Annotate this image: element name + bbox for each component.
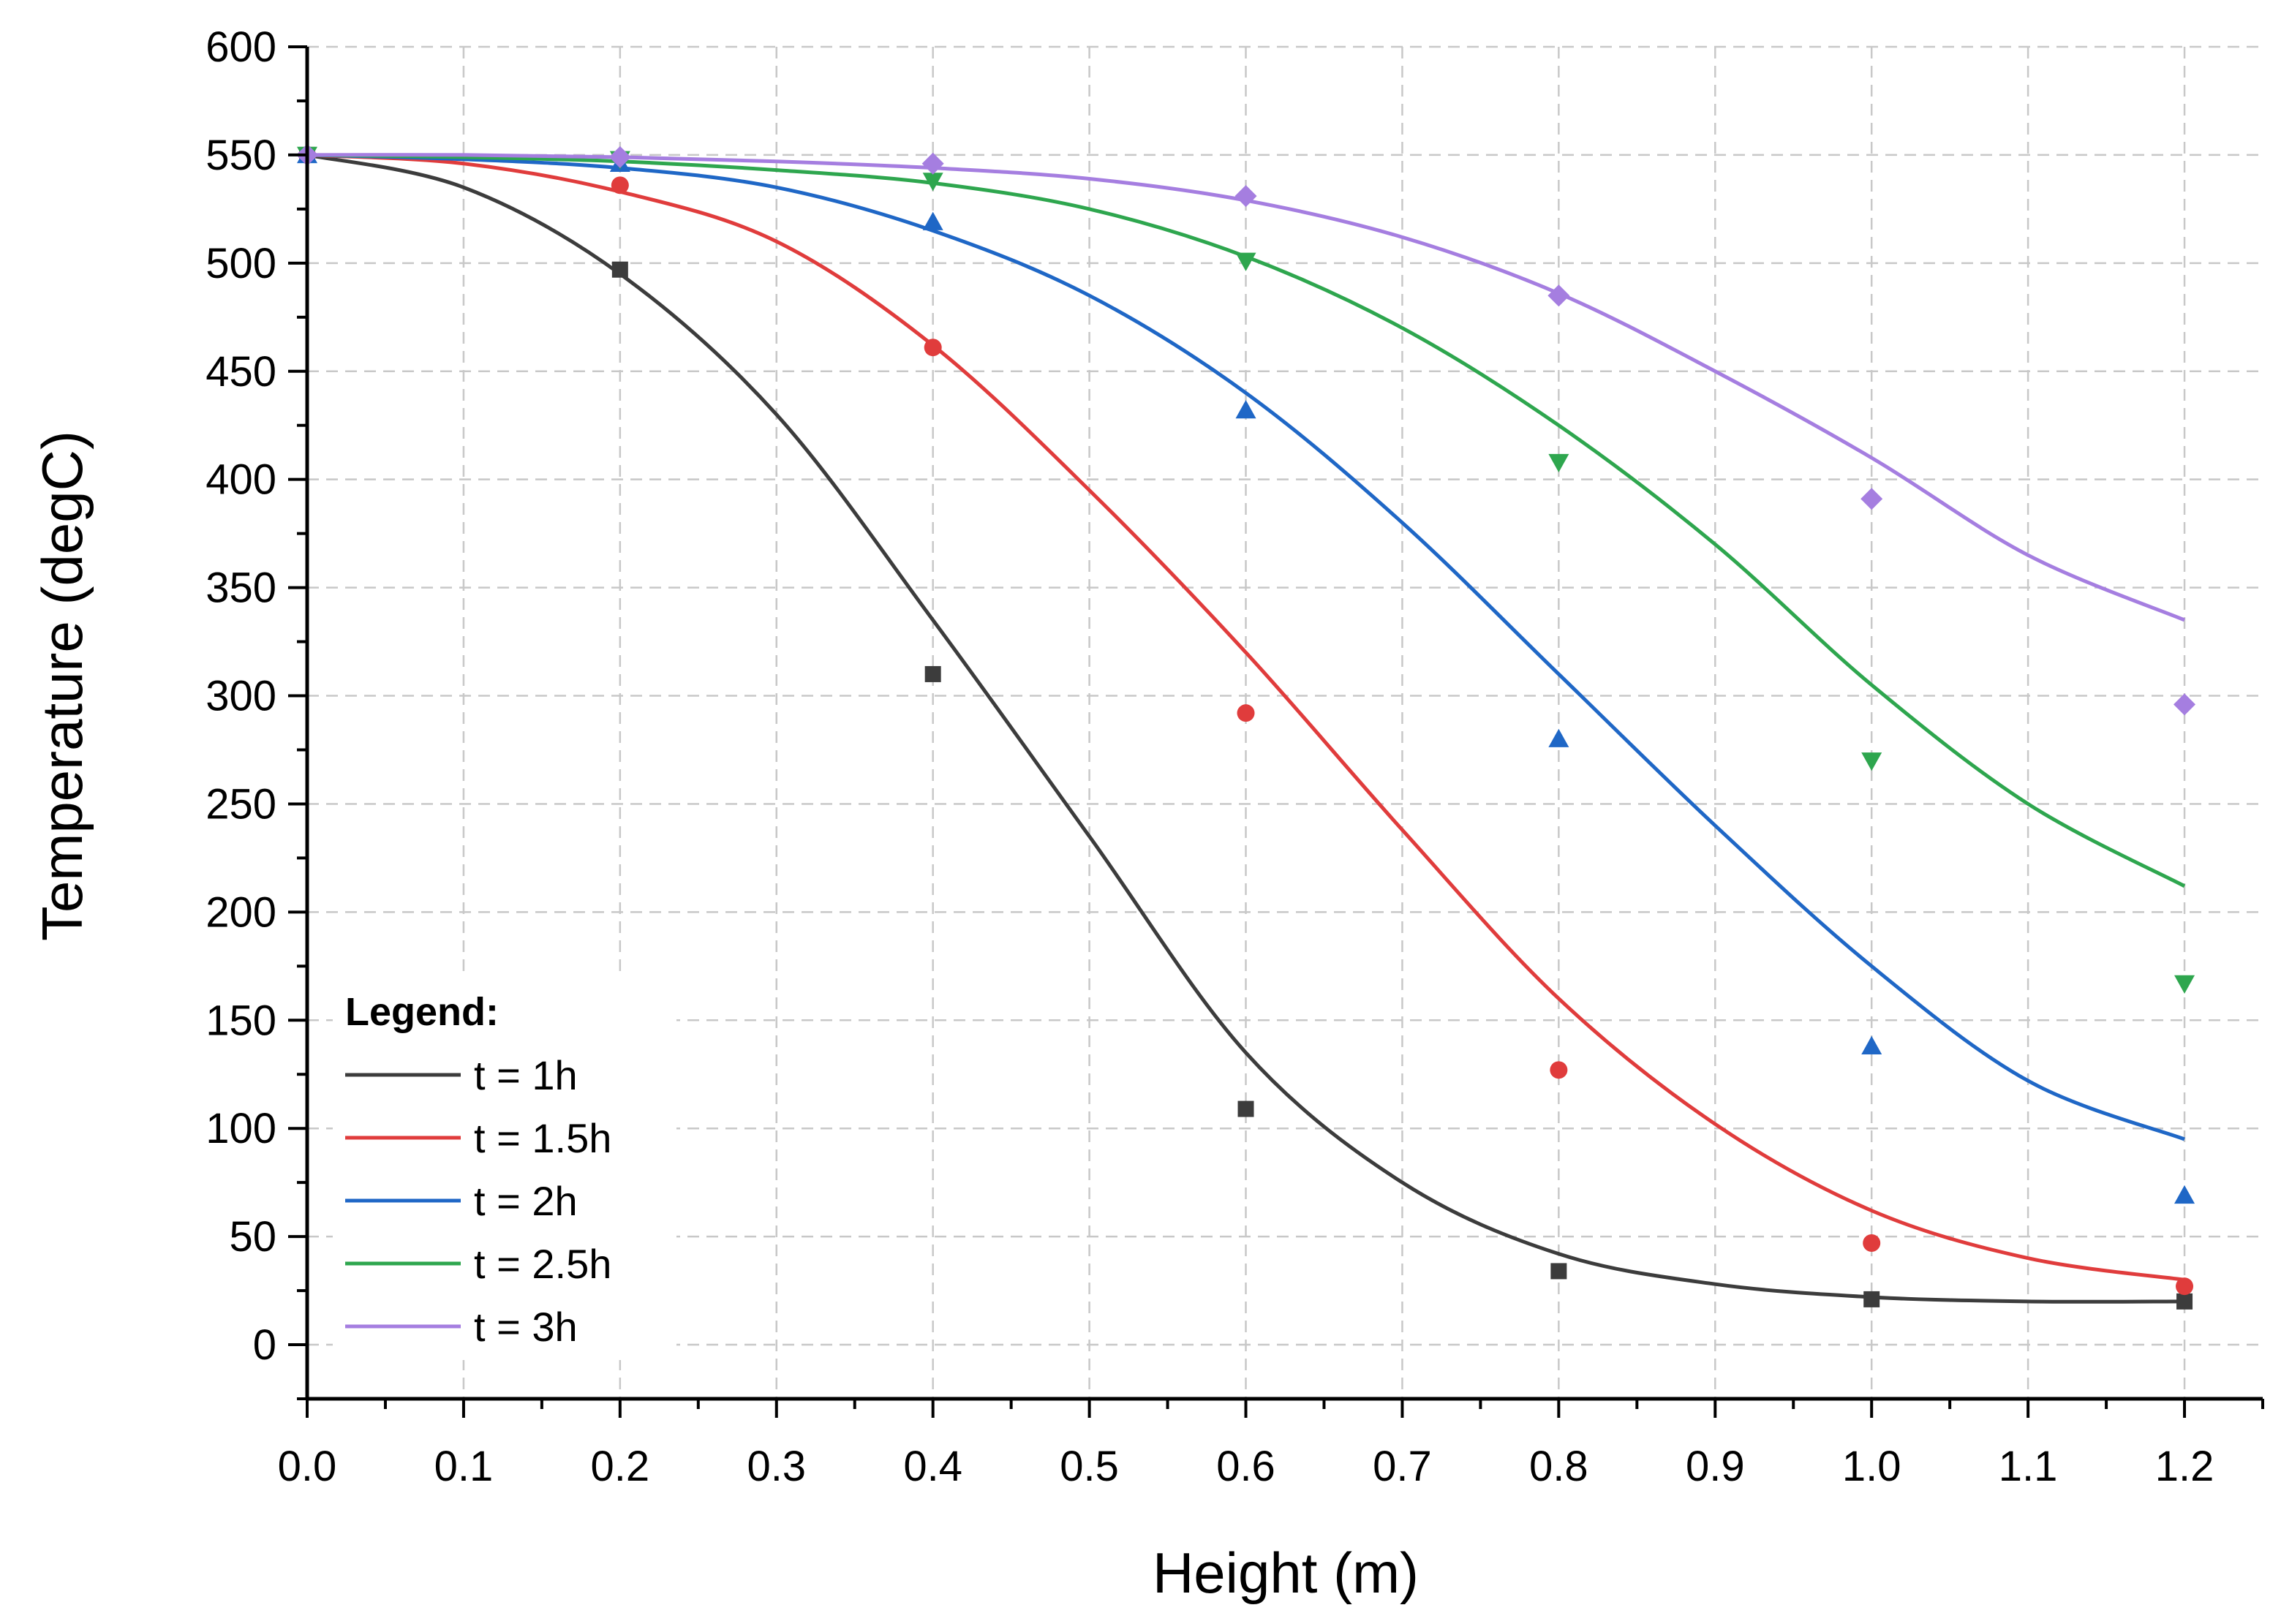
- data-point-series-1: [1237, 1100, 1254, 1117]
- data-point-series-5: [2173, 693, 2196, 716]
- x-tick-label: 1.0: [1842, 1443, 1901, 1490]
- y-tick-label: 350: [206, 564, 276, 612]
- data-point-series-2: [1237, 704, 1255, 722]
- x-tick-label: 0.3: [747, 1443, 806, 1490]
- legend-label-3: t = 2h: [474, 1178, 578, 1224]
- data-point-series-1: [611, 261, 628, 278]
- data-point-series-2: [1550, 1061, 1568, 1079]
- x-tick-label: 1.2: [2155, 1443, 2214, 1490]
- data-point-series-1: [2176, 1293, 2193, 1310]
- y-tick-label: 400: [206, 456, 276, 504]
- x-axis-title: Height (m): [1153, 1541, 1419, 1605]
- x-tick-label: 0.0: [278, 1443, 337, 1490]
- data-point-series-5: [921, 152, 944, 175]
- y-tick-label: 200: [206, 888, 276, 936]
- y-tick-label: 0: [253, 1321, 276, 1369]
- series-curve-3: [306, 153, 2185, 1141]
- data-point-series-5: [1860, 488, 1883, 510]
- data-point-series-1: [924, 665, 941, 682]
- data-point-series-2: [2176, 1277, 2194, 1296]
- data-point-series-2: [1863, 1234, 1881, 1252]
- data-point-series-3: [1861, 1035, 1882, 1054]
- y-tick-label: 550: [206, 132, 276, 179]
- data-point-series-5: [1234, 185, 1257, 208]
- data-point-series-3: [922, 211, 943, 230]
- data-point-series-2: [611, 176, 629, 194]
- x-tick-label: 0.9: [1686, 1443, 1745, 1490]
- x-tick-label: 0.7: [1373, 1443, 1432, 1490]
- tick-labels: 0.0 0.1 0.2 0.3 0.4 0.5 0.6 0.7 0.8 0.9 1.0 1.1 1.2 0…: [206, 23, 2214, 1490]
- x-tick-label: 0.1: [434, 1443, 494, 1490]
- data-point-series-4: [1235, 252, 1256, 271]
- data-point-series-4: [1548, 453, 1569, 473]
- y-tick-label: 250: [206, 780, 276, 828]
- data-point-series-3: [1235, 400, 1256, 419]
- y-tick-label: 150: [206, 997, 276, 1044]
- data-point-series-3: [2174, 1185, 2195, 1204]
- legend-label-1: t = 1h: [474, 1052, 578, 1098]
- series-curve-1: [306, 153, 2185, 1304]
- y-tick-label: 600: [206, 23, 276, 71]
- x-tick-label: 0.4: [903, 1443, 962, 1490]
- x-tick-label: 0.8: [1529, 1443, 1588, 1490]
- legend-label-4: t = 2.5h: [474, 1241, 611, 1287]
- legend-label-2: t = 1.5h: [474, 1115, 611, 1161]
- y-tick-label: 100: [206, 1105, 276, 1152]
- x-tick-label: 0.6: [1216, 1443, 1275, 1490]
- legend-background: [333, 972, 676, 1360]
- legend-label-5: t = 3h: [474, 1304, 578, 1350]
- data-point-series-4: [2174, 975, 2195, 994]
- legend-entries: t = 1h t = 1.5h t = 2h t = 2.5h t = 3h: [345, 1052, 611, 1350]
- data-point-series-4: [922, 173, 943, 192]
- series-curve-2: [306, 153, 2185, 1282]
- y-tick-label: 450: [206, 348, 276, 396]
- data-point-series-4: [1861, 752, 1882, 771]
- y-tick-label: 500: [206, 240, 276, 287]
- y-axis-title: Temperature (degC): [30, 431, 94, 941]
- data-point-series-5: [608, 146, 631, 168]
- data-point-series-1: [1550, 1263, 1567, 1280]
- data-point-series-1: [1863, 1291, 1880, 1307]
- data-point-series-2: [924, 339, 942, 357]
- y-tick-label: 300: [206, 673, 276, 720]
- x-tick-label: 0.2: [591, 1443, 650, 1490]
- legend-title: Legend:: [345, 990, 499, 1034]
- x-tick-label: 0.5: [1060, 1443, 1119, 1490]
- y-tick-label: 50: [229, 1213, 276, 1261]
- series-curves: [306, 153, 2186, 1304]
- data-point-series-5: [1547, 284, 1570, 307]
- axes: [288, 45, 2264, 1418]
- data-point-series-3: [1548, 728, 1569, 747]
- x-tick-label: 1.1: [1999, 1443, 2058, 1490]
- series-points: [296, 143, 2196, 1310]
- legend: Legend: t = 1ht = 1.5ht = 2ht = 2.5ht = …: [333, 972, 676, 1360]
